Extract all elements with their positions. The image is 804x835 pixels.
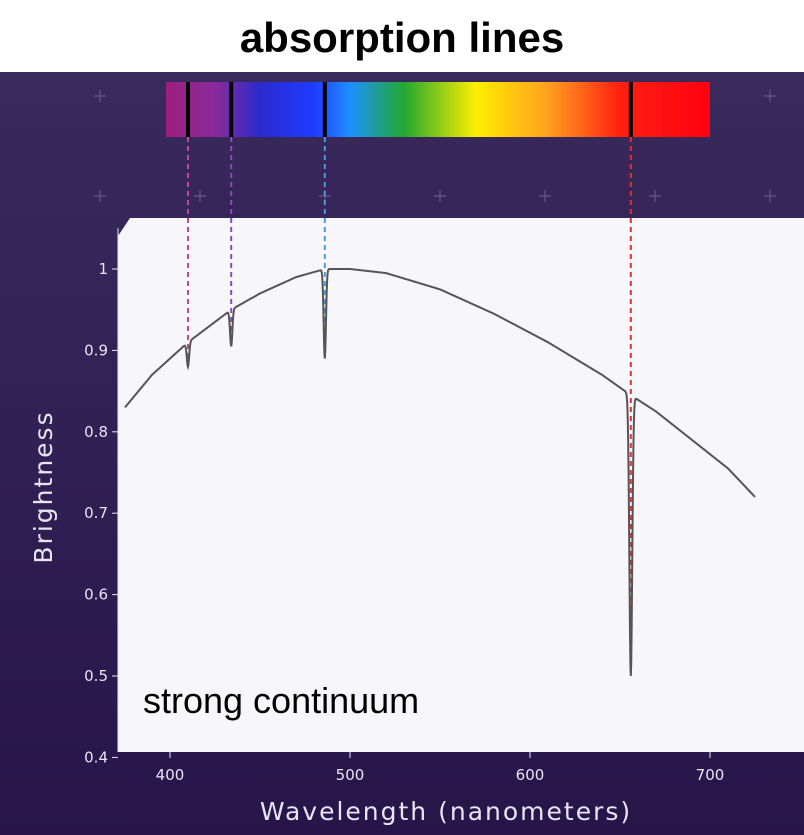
x-axis-label: Wavelength (nanometers)	[260, 797, 632, 826]
background-cross-mark	[94, 90, 106, 102]
background-cross-mark	[434, 190, 446, 202]
color-spectrum-bar	[166, 82, 710, 137]
x-tick-label: 500	[336, 766, 365, 784]
y-tick-label: 0.8	[84, 423, 108, 441]
background-cross-mark	[764, 190, 776, 202]
background-cross-mark	[94, 190, 106, 202]
spectrum-dark-lines	[186, 82, 633, 137]
absorption-guide-lines	[187, 137, 632, 676]
continuum-annotation: strong continuum	[143, 680, 419, 721]
y-tick-label: 0.6	[84, 586, 108, 604]
y-tick-label: 0.7	[84, 504, 108, 522]
y-axis: 0.4 0.5 0.6 0.7 0.8 0.9 1	[84, 228, 119, 766]
x-tick-label: 600	[516, 766, 545, 784]
y-tick-label: 0.5	[84, 667, 108, 685]
absorption-spectrum-chart: 0.4 0.5 0.6 0.7 0.8 0.9 1 400 500 600 700 Brightn…	[0, 72, 804, 835]
x-axis: 400 500 600 700	[156, 752, 725, 784]
background-cross-mark	[539, 190, 551, 202]
background-cross-mark	[194, 190, 206, 202]
y-axis-label: Brightness	[29, 410, 58, 563]
brightness-curve	[124, 268, 756, 677]
y-tick-label: 0.4	[84, 748, 108, 766]
x-tick-label: 700	[696, 766, 725, 784]
x-tick-label: 400	[156, 766, 185, 784]
background-cross-mark	[649, 190, 661, 202]
chart-title: absorption lines	[239, 14, 565, 61]
background-cross-mark	[764, 90, 776, 102]
y-tick-label: 0.9	[84, 341, 108, 359]
y-tick-label: 1	[98, 260, 108, 278]
